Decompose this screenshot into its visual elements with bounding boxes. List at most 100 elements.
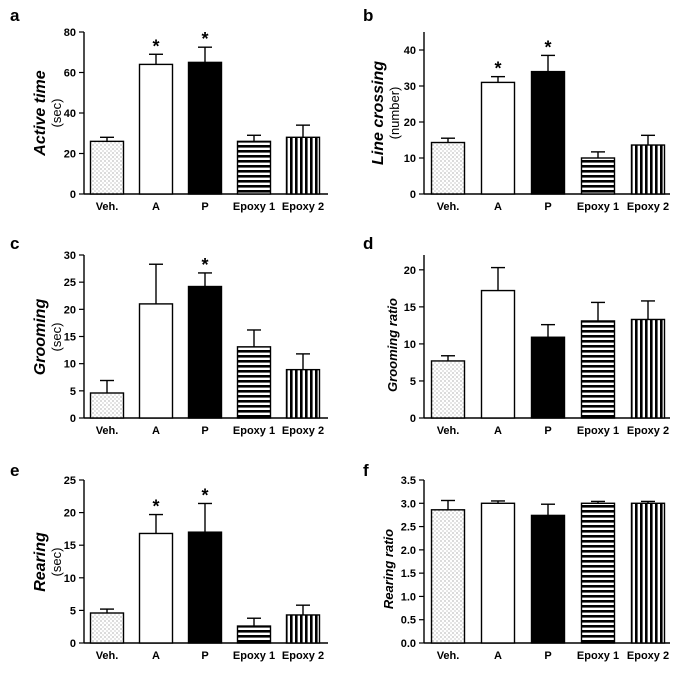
x-tick-label: Veh. bbox=[96, 650, 119, 662]
x-tick-label: A bbox=[494, 201, 502, 213]
x-tick-label: Epoxy 2 bbox=[627, 650, 669, 662]
x-tick-label: Epoxy 2 bbox=[627, 425, 669, 437]
y-tick-label: 25 bbox=[64, 475, 76, 487]
plot-area: 0 10 20 30 40 Veh. A * P * Epoxy 1 Epoxy 2 bbox=[404, 32, 670, 213]
y-axis-title: Rearing ratio bbox=[381, 529, 396, 609]
x-tick-label: A bbox=[152, 425, 160, 437]
bar bbox=[630, 144, 666, 195]
bar bbox=[580, 320, 616, 419]
y-tick-label: 30 bbox=[404, 81, 416, 93]
x-tick-label: Veh. bbox=[96, 425, 119, 437]
y-axis-title-main: Rearing bbox=[32, 532, 49, 592]
bar bbox=[530, 70, 566, 195]
y-tick-label: 80 bbox=[64, 27, 76, 39]
plot-area: 0 5 10 15 20 25 30 Veh. A P * Epoxy 1 Epoxy 2 bbox=[64, 250, 328, 437]
y-axis-title-unit: (sec) bbox=[49, 99, 64, 128]
x-tick-label: Epoxy 1 bbox=[233, 650, 275, 662]
bar bbox=[430, 141, 466, 195]
y-tick-label: 20 bbox=[64, 508, 76, 520]
x-tick-label: Epoxy 1 bbox=[233, 425, 275, 437]
bar bbox=[138, 303, 174, 419]
y-tick-label: 0.0 bbox=[401, 638, 416, 650]
y-tick-label: 10 bbox=[404, 153, 416, 165]
y-tick-label: 25 bbox=[64, 277, 76, 289]
bar bbox=[530, 336, 566, 419]
panel-letter: d bbox=[363, 234, 373, 253]
x-tick-label: Epoxy 1 bbox=[577, 425, 619, 437]
y-tick-label: 0 bbox=[410, 413, 416, 425]
y-tick-label: 5 bbox=[410, 376, 416, 388]
x-tick-label: P bbox=[544, 425, 551, 437]
bar bbox=[236, 625, 272, 644]
panel-letter: a bbox=[10, 6, 20, 25]
y-tick-label: 2.0 bbox=[401, 545, 416, 557]
y-axis-title: Grooming (sec) bbox=[32, 299, 64, 376]
bar bbox=[187, 61, 223, 195]
y-tick-label: 10 bbox=[404, 339, 416, 351]
y-tick-label: 3.5 bbox=[401, 475, 416, 487]
significance-marker: * bbox=[201, 485, 208, 505]
plot-area: 0 5 10 15 20 25 Veh. A * P * Epoxy 1 Epoxy 2 bbox=[64, 475, 328, 662]
plot-area: 0.0 0.5 1.0 1.5 2.0 2.5 3.0 3.5 Veh. A P Epoxy 1 Epo… bbox=[401, 475, 670, 662]
panel-b: b Line crossing (number) 0 10 20 30 40 Veh. A *… bbox=[363, 6, 670, 213]
bar bbox=[138, 63, 174, 195]
x-tick-label: Epoxy 1 bbox=[577, 650, 619, 662]
y-axis-title-main: Line crossing bbox=[370, 61, 387, 165]
x-tick-label: Epoxy 2 bbox=[282, 201, 324, 213]
y-tick-label: 20 bbox=[64, 304, 76, 316]
bar bbox=[138, 532, 174, 644]
significance-marker: * bbox=[201, 255, 208, 275]
y-axis-title-main: Active time bbox=[32, 70, 49, 156]
bar bbox=[480, 502, 516, 644]
bar bbox=[89, 392, 125, 419]
x-tick-label: P bbox=[544, 201, 551, 213]
bar bbox=[430, 360, 466, 419]
bar bbox=[236, 346, 272, 419]
x-tick-label: Epoxy 1 bbox=[233, 201, 275, 213]
significance-marker: * bbox=[494, 59, 501, 79]
y-tick-label: 15 bbox=[404, 302, 416, 314]
y-tick-label: 15 bbox=[64, 540, 76, 552]
bar bbox=[480, 289, 516, 419]
y-tick-label: 40 bbox=[64, 108, 76, 120]
bar bbox=[530, 514, 566, 644]
bar bbox=[430, 509, 466, 644]
significance-marker: * bbox=[152, 36, 159, 56]
y-tick-label: 3.0 bbox=[401, 498, 416, 510]
panel-letter: b bbox=[363, 6, 373, 25]
bar bbox=[187, 531, 223, 644]
y-tick-label: 30 bbox=[64, 250, 76, 262]
bar bbox=[580, 157, 616, 195]
x-tick-label: A bbox=[494, 650, 502, 662]
x-tick-label: P bbox=[201, 201, 208, 213]
y-tick-label: 40 bbox=[404, 45, 416, 57]
y-axis-title-main: Rearing ratio bbox=[381, 529, 396, 609]
x-tick-label: A bbox=[152, 650, 160, 662]
panel-letter: f bbox=[363, 461, 369, 480]
panel-letter: e bbox=[10, 461, 19, 480]
bar bbox=[630, 318, 666, 419]
x-tick-label: Epoxy 1 bbox=[577, 201, 619, 213]
y-tick-label: 20 bbox=[404, 117, 416, 129]
y-tick-label: 20 bbox=[404, 265, 416, 277]
y-tick-label: 60 bbox=[64, 68, 76, 80]
bar bbox=[285, 614, 321, 644]
x-tick-label: P bbox=[201, 650, 208, 662]
x-tick-label: P bbox=[544, 650, 551, 662]
x-tick-label: Veh. bbox=[437, 650, 460, 662]
y-tick-label: 20 bbox=[64, 149, 76, 161]
significance-marker: * bbox=[544, 37, 551, 57]
x-tick-label: Veh. bbox=[437, 201, 460, 213]
x-tick-label: Veh. bbox=[96, 201, 119, 213]
bar bbox=[89, 140, 125, 195]
y-axis-title: Rearing (sec) bbox=[32, 532, 64, 592]
bar bbox=[580, 502, 616, 644]
significance-marker: * bbox=[152, 497, 159, 517]
y-tick-label: 1.0 bbox=[401, 591, 416, 603]
y-tick-label: 0 bbox=[70, 189, 76, 201]
bar bbox=[630, 502, 666, 644]
y-tick-label: 5 bbox=[70, 605, 76, 617]
x-tick-label: Epoxy 2 bbox=[627, 201, 669, 213]
panel-f: f Rearing ratio 0.0 0.5 1.0 1.5 2.0 2.5 3.0 3.5… bbox=[363, 461, 670, 662]
